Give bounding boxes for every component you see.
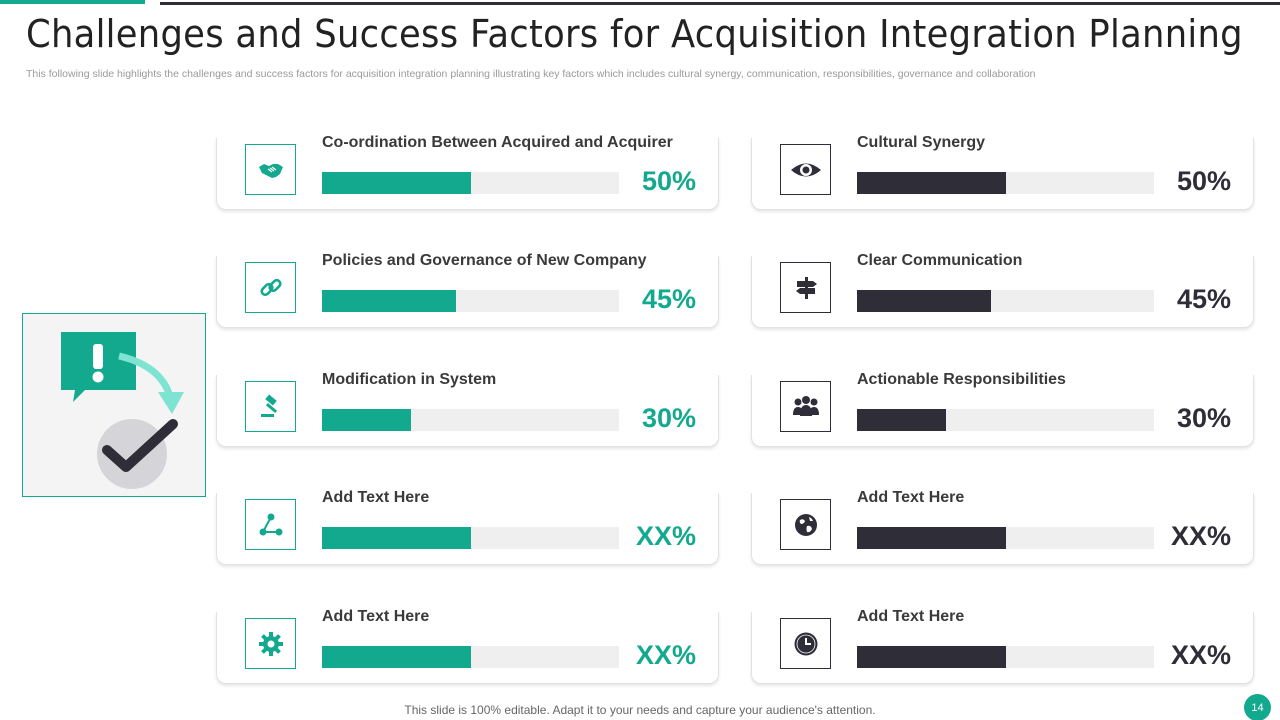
progress-track: [857, 409, 1154, 431]
challenge-label: Policies and Governance of New Company: [322, 252, 647, 269]
gear-icon: [245, 618, 296, 669]
challenge-label: Add Text Here: [322, 489, 430, 506]
challenge-card: Add Text Here XX%: [216, 489, 719, 565]
globe-icon: [780, 499, 831, 550]
success-factor-card: Cultural Synergy 50%: [751, 134, 1254, 210]
gavel-icon: [245, 381, 296, 432]
footer-note: This slide is 100% editable. Adapt it to…: [404, 703, 876, 717]
alert-speech-bubble-icon: [61, 332, 136, 402]
header-divider-line: [160, 2, 1280, 5]
progress-track: [322, 290, 619, 312]
alert-to-check-illustration: [22, 313, 206, 497]
success-factor-label: Add Text Here: [857, 608, 965, 625]
signpost-icon: [780, 262, 831, 313]
progress-fill: [857, 646, 1006, 668]
progress-fill: [322, 172, 471, 194]
progress-fill: [857, 409, 947, 431]
progress-track: [322, 172, 619, 194]
success-factor-card: Add Text Here XX%: [751, 489, 1254, 565]
progress-track: [857, 172, 1154, 194]
network-icon: [245, 499, 296, 550]
success-factor-card: Clear Communication 45%: [751, 252, 1254, 328]
percent-value: XX%: [1170, 521, 1231, 551]
progress-fill: [322, 646, 471, 668]
success-factor-label: Add Text Here: [857, 489, 965, 506]
percent-value: 45%: [1176, 284, 1231, 314]
progress-fill: [322, 290, 456, 312]
challenge-label: Add Text Here: [322, 608, 430, 625]
curved-arrow-icon: [118, 352, 184, 414]
header-accent-line: [0, 0, 145, 4]
challenge-card: Add Text Here XX%: [216, 608, 719, 684]
checkmark-icon: [97, 419, 178, 489]
success-factor-label: Cultural Synergy: [857, 134, 986, 151]
percent-value: 45%: [641, 284, 696, 314]
challenge-card: Modification in System 30%: [216, 371, 719, 447]
challenge-card: Policies and Governance of New Company 4…: [216, 252, 719, 328]
page-subtitle: This following slide highlights the chal…: [26, 68, 1036, 80]
challenge-card: Co-ordination Between Acquired and Acqui…: [216, 134, 719, 210]
percent-value: 30%: [1176, 403, 1231, 433]
progress-track: [857, 646, 1154, 668]
progress-fill: [322, 527, 471, 549]
handshake-icon: [245, 144, 296, 195]
progress-track: [322, 409, 619, 431]
percent-value: XX%: [635, 521, 696, 551]
progress-track: [857, 290, 1154, 312]
progress-fill: [857, 172, 1006, 194]
eye-icon: [780, 144, 831, 195]
percent-value: XX%: [635, 640, 696, 670]
progress-track: [322, 646, 619, 668]
progress-track: [857, 527, 1154, 549]
progress-fill: [322, 409, 412, 431]
challenge-label: Co-ordination Between Acquired and Acqui…: [322, 134, 673, 151]
percent-value: XX%: [1170, 640, 1231, 670]
success-factor-card: Add Text Here XX%: [751, 608, 1254, 684]
page-number-badge: 14: [1244, 694, 1271, 720]
link-icon: [245, 262, 296, 313]
page-title: Challenges and Success Factors for Acqui…: [26, 12, 1243, 56]
percent-value: 50%: [641, 166, 696, 196]
percent-value: 30%: [641, 403, 696, 433]
success-factor-card: Actionable Responsibilities 30%: [751, 371, 1254, 447]
success-factor-label: Clear Communication: [857, 252, 1023, 269]
progress-fill: [857, 290, 991, 312]
progress-fill: [857, 527, 1006, 549]
percent-value: 50%: [1176, 166, 1231, 196]
progress-track: [322, 527, 619, 549]
clock-icon: [780, 618, 831, 669]
team-icon: [780, 381, 831, 432]
challenge-label: Modification in System: [322, 371, 497, 388]
success-factor-label: Actionable Responsibilities: [857, 371, 1066, 388]
